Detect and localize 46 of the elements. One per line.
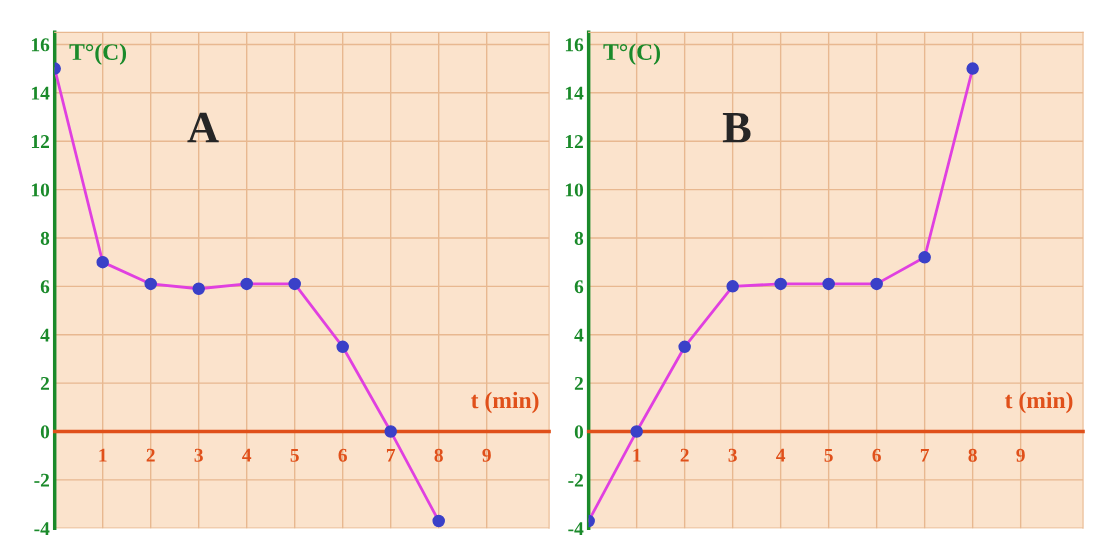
y-tick-label: -2: [568, 473, 583, 487]
x-tick-label: 9: [482, 448, 491, 462]
y-tick-label: -4: [34, 522, 50, 535]
annotation: B: [722, 113, 751, 143]
x-tick-label: 4: [776, 448, 786, 462]
x-tick-label: 7: [920, 448, 930, 462]
y-tick-label: 14: [31, 86, 50, 100]
y-tick-label: -4: [568, 522, 584, 535]
x-tick-label: 5: [290, 448, 299, 462]
y-tick-label: 0: [574, 425, 584, 439]
x-tick-label: 3: [194, 448, 203, 462]
x-tick-label: 5: [824, 448, 833, 462]
y-tick-label: 16: [565, 38, 584, 52]
y-tick-label: 10: [565, 183, 584, 197]
x-tick-label: 6: [872, 448, 881, 462]
y-tick-label: 8: [574, 231, 584, 245]
x-tick-label: 2: [680, 448, 689, 462]
y-tick-label: 0: [40, 425, 50, 439]
y-tick-label: 10: [31, 183, 50, 197]
y-tick-label: 4: [574, 328, 584, 342]
x-tick-label: 8: [434, 448, 443, 462]
y-tick-label: 2: [574, 376, 583, 390]
y-tick-label: 14: [565, 86, 584, 100]
y-axis-title: T°(C): [69, 43, 127, 65]
y-tick-label: 2: [40, 376, 49, 390]
y-tick-label: 6: [574, 280, 584, 294]
y-tick-label: 8: [40, 231, 50, 245]
x-tick-label: 4: [242, 448, 252, 462]
y-tick-label: 4: [40, 328, 50, 342]
x-axis-title: t (min): [1005, 391, 1073, 414]
x-tick-label: 2: [146, 448, 155, 462]
x-tick-label: 1: [99, 448, 107, 462]
x-tick-label: 3: [728, 448, 737, 462]
y-tick-label: 16: [31, 38, 50, 52]
y-axis-title: T°(C): [603, 43, 660, 65]
x-tick-label: 6: [338, 448, 347, 462]
y-tick-label: 12: [565, 135, 583, 148]
x-tick-label: 8: [968, 448, 977, 462]
y-tick-label: 6: [40, 280, 50, 294]
x-axis-title: t (min): [471, 391, 539, 414]
x-tick-label: 1: [633, 448, 641, 462]
y-tick-label: 12: [31, 135, 49, 148]
x-tick-label: 7: [386, 448, 396, 462]
y-tick-label: -2: [34, 473, 49, 487]
annotation: A: [187, 112, 219, 143]
x-tick-label: 9: [1016, 448, 1025, 462]
